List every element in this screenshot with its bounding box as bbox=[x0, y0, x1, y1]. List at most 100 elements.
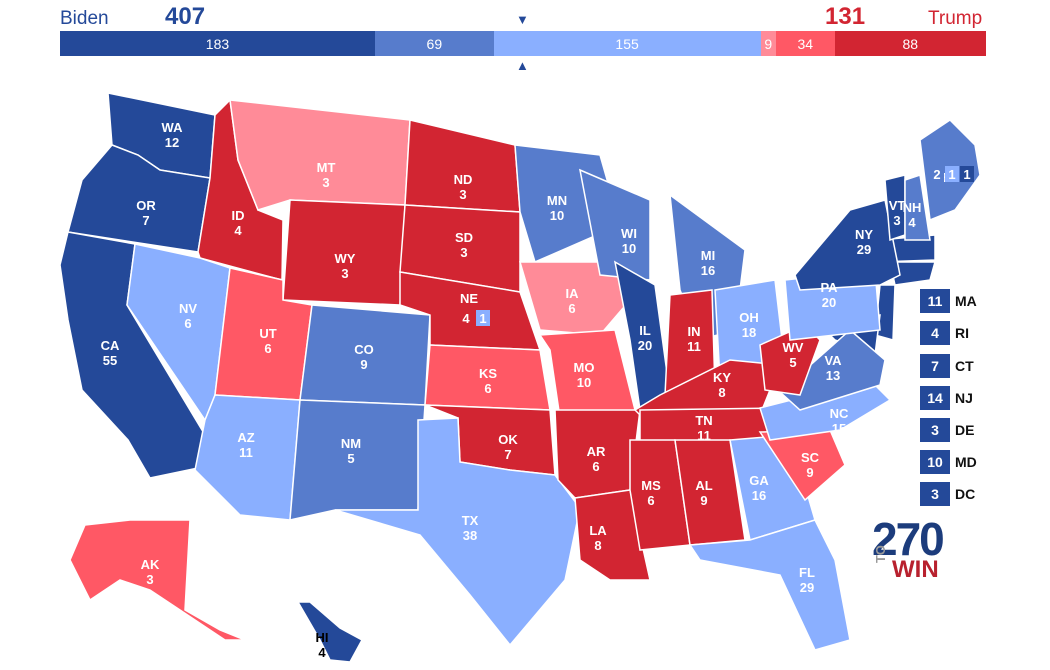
state-nh[interactable] bbox=[904, 174, 931, 241]
state-votes-tn: 11 bbox=[697, 428, 711, 443]
state-votes-wi: 10 bbox=[622, 241, 636, 256]
legend-state: MA bbox=[955, 293, 977, 309]
state-votes-az: 11 bbox=[239, 445, 253, 460]
state-label-id: ID bbox=[232, 208, 245, 223]
legend-votes: 14 bbox=[920, 386, 950, 410]
logo-win: WIN bbox=[892, 556, 939, 583]
state-votes-hi: 4 bbox=[318, 645, 326, 660]
state-votes-or: 7 bbox=[142, 213, 149, 228]
state-votes-id: 4 bbox=[234, 223, 242, 238]
biden-label: Biden bbox=[60, 8, 109, 29]
state-tx[interactable] bbox=[334, 417, 581, 647]
state-label-nv: NV bbox=[179, 301, 197, 316]
state-label-ga: GA bbox=[749, 473, 769, 488]
electoral-vote-bar: 183 69 155 9 34 88 bbox=[60, 31, 986, 56]
state-label-or: OR bbox=[136, 198, 156, 213]
state-votes-sc: 9 bbox=[806, 465, 813, 480]
state-votes-ne: 4 bbox=[462, 311, 470, 326]
midpoint-marker-top: ▼ bbox=[516, 12, 529, 27]
state-label-tx: TX bbox=[462, 513, 479, 528]
state-votes-ar: 6 bbox=[592, 459, 599, 474]
state-wi[interactable] bbox=[578, 168, 651, 281]
state-votes-mn: 10 bbox=[550, 208, 564, 223]
state-ny[interactable] bbox=[794, 199, 901, 291]
state-fl[interactable] bbox=[688, 519, 851, 651]
state-mt[interactable] bbox=[229, 99, 411, 211]
me-split-box-2[interactable] bbox=[960, 166, 974, 182]
state-votes-oh: 18 bbox=[742, 325, 756, 340]
state-votes-ak: 3 bbox=[146, 572, 153, 587]
state-va[interactable] bbox=[778, 329, 886, 411]
bar-segment-5: 88 bbox=[834, 31, 986, 56]
state-label-hi: HI bbox=[316, 630, 329, 645]
state-label-mt: MT bbox=[317, 160, 336, 175]
state-votes-ny: 29 bbox=[857, 242, 871, 257]
state-votes-wa: 12 bbox=[165, 135, 179, 150]
legend-state: CT bbox=[955, 358, 974, 374]
bar-segment-3: 9 bbox=[760, 31, 776, 56]
state-label-nd: ND bbox=[454, 172, 473, 187]
state-label-ms: MS bbox=[641, 478, 661, 493]
state-votes-in: 11 bbox=[687, 339, 701, 354]
state-label-ky: KY bbox=[713, 370, 731, 385]
logo-to: TO bbox=[873, 545, 888, 563]
state-votes-la: 8 bbox=[594, 538, 601, 553]
state-label-sd: SD bbox=[455, 230, 473, 245]
ne-split-box[interactable] bbox=[476, 310, 490, 326]
legend-votes: 10 bbox=[920, 450, 950, 474]
state-votes-ca: 55 bbox=[103, 353, 117, 368]
state-votes-ut: 6 bbox=[264, 341, 271, 356]
me-split-box-1[interactable] bbox=[945, 166, 959, 182]
state-votes-il: 20 bbox=[638, 338, 652, 353]
legend-state: DE bbox=[955, 422, 975, 438]
state-ak[interactable] bbox=[69, 519, 246, 641]
me-split-box-0[interactable] bbox=[930, 166, 944, 182]
state-ms[interactable] bbox=[629, 439, 691, 551]
state-votes-nv: 6 bbox=[184, 316, 191, 331]
state-label-ak: AK bbox=[141, 557, 160, 572]
state-label-mo: MO bbox=[574, 360, 595, 375]
state-la[interactable] bbox=[574, 489, 651, 581]
state-label-mi: MI bbox=[701, 248, 715, 263]
state-label-nc: NC bbox=[830, 406, 849, 421]
state-votes-wv: 5 bbox=[789, 355, 796, 370]
state-label-il: IL bbox=[639, 323, 651, 338]
legend-votes: 11 bbox=[920, 289, 950, 313]
bar-segment-0: 183 bbox=[60, 31, 375, 56]
state-label-ny: NY bbox=[855, 227, 873, 242]
state-votes-wy: 3 bbox=[341, 266, 348, 281]
state-label-sc: SC bbox=[801, 450, 820, 465]
state-hi[interactable] bbox=[296, 601, 364, 663]
me-split-votes-1: 1 bbox=[948, 167, 955, 182]
legend-state: DC bbox=[955, 486, 976, 502]
state-votes-vt: 3 bbox=[893, 213, 900, 228]
bar-segment-1: 69 bbox=[374, 31, 494, 56]
state-votes-fl: 29 bbox=[800, 580, 814, 595]
legend-state: RI bbox=[955, 325, 969, 341]
state-label-fl: FL bbox=[799, 565, 815, 580]
state-nm[interactable] bbox=[289, 399, 426, 521]
bar-segment-2: 155 bbox=[493, 31, 761, 56]
legend-votes: 4 bbox=[920, 321, 950, 345]
state-votes-al: 9 bbox=[700, 493, 707, 508]
state-label-va: VA bbox=[824, 353, 842, 368]
state-label-wi: WI bbox=[621, 226, 637, 241]
state-label-mn: MN bbox=[547, 193, 567, 208]
legend-votes: 3 bbox=[920, 482, 950, 506]
me-split-votes-0: 2 bbox=[933, 167, 940, 182]
legend-votes: 3 bbox=[920, 418, 950, 442]
state-votes-ok: 7 bbox=[504, 447, 511, 462]
state-votes-sd: 3 bbox=[460, 245, 467, 260]
state-label-ks: KS bbox=[479, 366, 497, 381]
state-label-ia: IA bbox=[566, 286, 580, 301]
state-label-wy: WY bbox=[335, 251, 356, 266]
state-votes-ia: 6 bbox=[568, 301, 575, 316]
ne-split-votes: 1 bbox=[479, 311, 486, 326]
state-votes-ga: 16 bbox=[752, 488, 766, 503]
state-votes-tx: 38 bbox=[463, 528, 477, 543]
state-votes-mt: 3 bbox=[322, 175, 329, 190]
state-votes-ky: 8 bbox=[718, 385, 725, 400]
trump-total: 131 bbox=[825, 3, 866, 30]
state-votes-mo: 10 bbox=[577, 375, 591, 390]
state-label-ca: CA bbox=[101, 338, 120, 353]
